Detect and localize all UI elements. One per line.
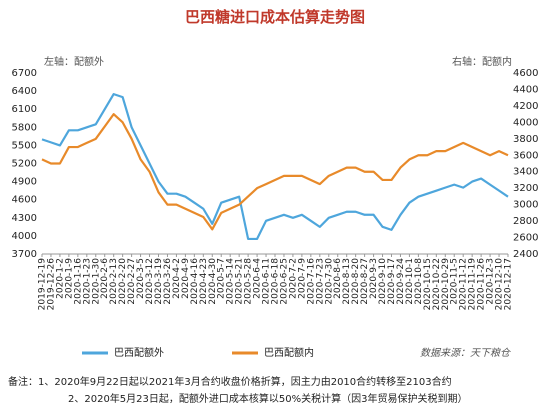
x-tick-label: 2020-3-12 [145, 258, 155, 305]
x-tick-label: 2020-6-11 [262, 258, 272, 305]
y2-tick-label: 3400 [513, 167, 538, 178]
x-tick-label: 2020-5-7 [217, 258, 227, 299]
x-tick-label: 2020-1-23 [82, 258, 92, 305]
x-tick-label: 2020-5-14 [226, 258, 236, 305]
x-tick-label: 2020-2-20 [118, 258, 128, 305]
y2-tick-label: 3800 [513, 134, 538, 145]
x-tick-label: 2020-4-2 [172, 258, 182, 299]
y-tick-label: 6700 [12, 68, 37, 79]
x-tick-label: 2020-8-20 [351, 258, 361, 305]
x-tick-label: 2020-2-6 [100, 258, 110, 299]
x-tick-label: 2020-8-27 [360, 258, 370, 305]
x-tick-label: 2020-6-18 [271, 258, 281, 305]
x-tick-label: 2020-10-29 [441, 258, 451, 311]
y2-tick-label: 3600 [513, 150, 538, 161]
x-tick-label: 2020-1-30 [91, 258, 101, 305]
x-tick-label: 2020-2-13 [109, 258, 119, 305]
x-tick-label: 2020-12-3 [486, 258, 496, 305]
legend-label: 巴西配额外 [114, 346, 164, 359]
y2-tick-label: 2400 [513, 249, 538, 260]
y2-tick-label: 4200 [513, 101, 538, 112]
x-tick-label: 2020-12-10 [495, 258, 505, 311]
right-axis-label: 右轴：配额内 [452, 55, 512, 68]
x-tick-label: 2020-1-16 [73, 258, 83, 305]
x-tick-label: 2020-9-24 [396, 258, 406, 305]
x-tick-label: 2020-11-5 [450, 258, 460, 305]
y2-tick-label: 3200 [513, 183, 538, 194]
y2-tick-label: 4400 [513, 84, 538, 95]
x-tick-label: 2020-3-5 [136, 258, 146, 299]
x-tick-label: 2020-7-23 [315, 258, 325, 305]
source: 数据来源：天下粮仓 [420, 347, 511, 359]
y2-tick-label: 2800 [513, 216, 538, 227]
y-tick-label: 4900 [12, 177, 37, 188]
x-tick-label: 2020-11-19 [468, 258, 478, 311]
note: 备注：1、2020年9月22日起以2021年3月合约收盘价格折算，因主力由201… [8, 375, 452, 388]
x-tick-label: 2020-5-28 [244, 258, 254, 305]
x-tick-label: 2020-8-6 [333, 258, 343, 299]
x-tick-label: 2020-7-9 [297, 258, 307, 299]
x-tick-label: 2020-6-4 [253, 258, 263, 299]
x-tick-label: 2020-1-9 [64, 258, 74, 299]
x-tick-label: 2020-10-22 [432, 258, 442, 310]
x-tick-label: 2020-10-15 [423, 258, 433, 310]
chart-title: 巴西糖进口成本估算走势图 [185, 8, 365, 26]
legend-label: 巴西配额内 [264, 346, 314, 359]
y-tick-label: 5200 [12, 159, 37, 170]
x-tick-label: 2020-4-9 [181, 258, 191, 299]
x-tick-label: 2020-9-10 [378, 258, 388, 305]
series-line [41, 93, 509, 241]
y-tick-label: 4600 [12, 195, 37, 206]
x-tick-label: 2020-3-19 [154, 258, 164, 305]
left-axis-label: 左轴：配额外 [44, 55, 104, 68]
x-tick-label: 2020-4-16 [190, 258, 200, 305]
x-tick-label: 2020-4-23 [199, 258, 209, 305]
x-tick-label: 2020-7-2 [288, 258, 298, 299]
x-tick-label: 2020-9-3 [369, 258, 379, 299]
y2-tick-label: 4600 [513, 68, 538, 79]
x-tick-label: 2020-2-27 [127, 258, 137, 305]
x-tick-label: 2020-9-17 [387, 258, 397, 305]
y2-tick-label: 4000 [513, 117, 538, 128]
x-tick-label: 2020-5-21 [235, 258, 245, 305]
y-tick-label: 4000 [12, 231, 37, 242]
series-line [41, 113, 509, 231]
note: 2、2020年5月23日起，配额外进口成本核算以50%关税计算（因3年贸易保护关… [68, 392, 468, 405]
y-tick-label: 5800 [12, 122, 37, 133]
x-tick-label: 2020-7-30 [324, 258, 334, 305]
x-tick-label: 2020-8-13 [342, 258, 352, 305]
x-tick-label: 2019-12-26 [46, 258, 56, 311]
y-tick-label: 3700 [12, 249, 37, 260]
x-tick-label: 2020-11-26 [477, 258, 487, 311]
x-tick-label: 2020-10-1 [405, 258, 415, 305]
x-tick-label: 2020-10-8 [414, 258, 424, 305]
y2-tick-label: 3000 [513, 200, 538, 211]
x-tick-label: 2020-11-12 [459, 258, 469, 310]
x-tick-label: 2020-7-16 [306, 258, 316, 305]
x-tick-label: 2020-12-17 [504, 258, 514, 310]
y-tick-label: 6100 [12, 104, 37, 115]
x-tick-label: 2020-4-30 [208, 258, 218, 305]
x-tick-label: 2019-12-19 [38, 258, 48, 311]
x-tick-label: 2020-3-26 [163, 258, 173, 305]
x-tick-label: 2020-6-25 [279, 258, 289, 305]
y2-tick-label: 2600 [513, 233, 538, 244]
x-tick-label: 2020-1-2 [55, 258, 65, 299]
y-tick-label: 6400 [12, 86, 37, 97]
y-tick-label: 4300 [12, 213, 37, 224]
y-tick-label: 5500 [12, 140, 37, 151]
